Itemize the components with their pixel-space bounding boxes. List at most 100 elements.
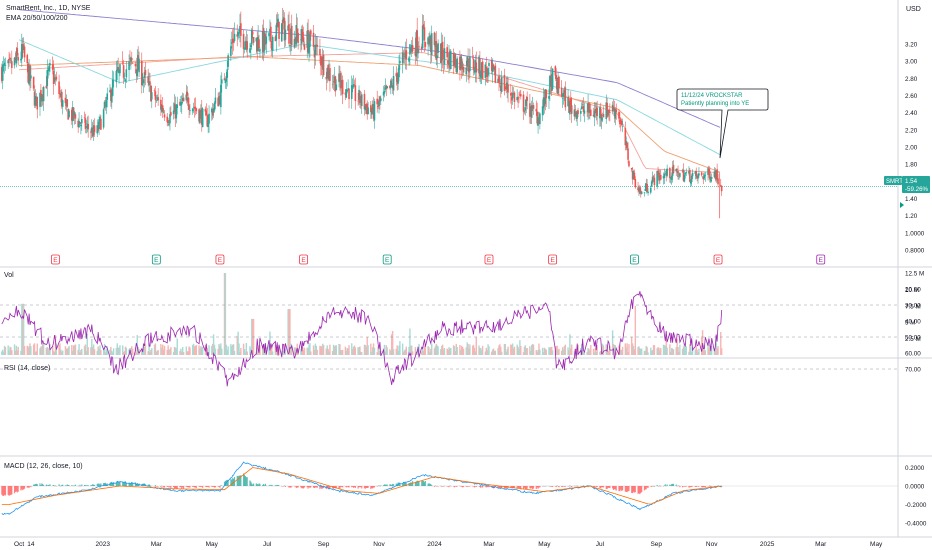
candle-body	[638, 188, 640, 192]
volume-bar	[34, 351, 37, 355]
earnings-marker[interactable]: E	[816, 254, 826, 265]
candle-body	[261, 30, 264, 52]
volume-bar	[537, 350, 539, 355]
volume-bar	[15, 345, 18, 355]
volume-bar	[621, 346, 624, 355]
candle-body	[357, 100, 359, 102]
volume-bar	[453, 346, 456, 355]
candle-body	[130, 57, 133, 61]
earnings-marker[interactable]: E	[630, 254, 639, 265]
candle-body	[144, 70, 147, 75]
candle-body	[523, 111, 526, 113]
candle-body	[179, 101, 181, 106]
macd-histogram-bar	[263, 485, 266, 486]
candle-body	[11, 61, 13, 68]
volume-bar	[586, 351, 588, 355]
macd-histogram-bar	[365, 486, 367, 489]
volume-label: Vol	[4, 272, 14, 279]
candle-body	[58, 81, 60, 95]
earnings-marker[interactable]: E	[548, 254, 558, 265]
candle-body	[360, 103, 362, 105]
volume-bar	[169, 348, 171, 355]
volume-bar	[456, 347, 458, 355]
macd-histogram-bar	[231, 479, 233, 486]
volume-bar	[392, 349, 395, 355]
macd-histogram-bar	[484, 486, 486, 487]
macd-histogram-bar	[453, 486, 456, 488]
volume-bar	[357, 347, 359, 355]
candle-body	[493, 67, 496, 70]
volume-bar	[316, 349, 318, 355]
candle-body	[115, 70, 118, 83]
candle-body	[453, 55, 456, 66]
macd-histogram-bar	[482, 486, 484, 488]
candle-body	[30, 75, 32, 79]
macd-histogram-bar	[271, 484, 273, 486]
annotation-callout[interactable]: 11/12/24 VROCKSTAR Patiently planning in…	[676, 88, 769, 159]
candle-body	[511, 92, 514, 99]
candle-body	[599, 109, 602, 119]
volume-bar	[599, 351, 601, 355]
macd-histogram-bar	[593, 486, 596, 488]
macd-histogram-bar	[182, 486, 184, 488]
candle-body	[556, 81, 558, 93]
candle-body	[410, 47, 412, 49]
candle-body	[92, 125, 95, 135]
candle-body	[649, 187, 652, 193]
candle-body	[390, 80, 392, 88]
candle-body	[214, 97, 217, 104]
candle-body	[484, 64, 487, 78]
candle-body	[627, 148, 629, 160]
candle-body	[33, 91, 36, 106]
volume-bar	[329, 344, 331, 355]
volume-bar	[309, 343, 311, 355]
candle-body	[474, 60, 477, 73]
candle-body	[59, 93, 61, 95]
candle-body	[486, 71, 488, 78]
candle-body	[174, 104, 177, 119]
volume-bar	[72, 351, 74, 355]
earnings-marker[interactable]: E	[484, 254, 494, 265]
volume-bar	[569, 334, 571, 355]
earnings-marker[interactable]: E	[713, 254, 723, 265]
candle-body	[180, 102, 183, 105]
macd-histogram-bar	[402, 483, 404, 486]
ema-line	[19, 9, 721, 128]
macd-histogram-bar	[252, 484, 254, 486]
macd-histogram-bar	[577, 486, 579, 487]
volume-bar	[691, 346, 694, 355]
currency-label[interactable]: USD	[906, 6, 921, 13]
macd-histogram-bar	[123, 482, 125, 486]
volume-bar	[174, 347, 177, 355]
candle-body	[564, 87, 567, 108]
volume-bar	[345, 350, 347, 355]
volume-bar	[240, 347, 242, 355]
candle-body	[720, 185, 723, 192]
macd-histogram-bar	[307, 486, 309, 489]
candle-body	[421, 25, 424, 49]
macd-histogram-bar	[363, 486, 366, 489]
candle-body	[497, 78, 499, 83]
ema-lines	[18, 9, 721, 174]
macd-histogram-bar	[320, 486, 322, 488]
earnings-marker[interactable]: E	[299, 254, 308, 265]
earnings-marker[interactable]: E	[51, 254, 60, 265]
volume-bar	[54, 334, 57, 355]
volume-bar	[310, 351, 312, 355]
volume-bar	[284, 349, 287, 355]
earnings-marker[interactable]: E	[215, 254, 225, 265]
candle-body	[17, 57, 19, 61]
earnings-marker[interactable]: E	[151, 254, 161, 265]
volume-bar	[301, 346, 304, 355]
earnings-marker[interactable]: E	[382, 254, 392, 265]
candle-body	[618, 111, 620, 119]
annotation-line2: Patiently planning into YE	[681, 101, 749, 107]
volume-bar	[153, 344, 156, 355]
macd-histogram-bar	[486, 486, 488, 488]
candle-body	[681, 170, 684, 172]
rsi-tick-label: 60.00	[905, 351, 921, 358]
candle-body	[14, 57, 17, 61]
volume-bar	[138, 349, 140, 355]
volume-bar	[650, 347, 652, 355]
